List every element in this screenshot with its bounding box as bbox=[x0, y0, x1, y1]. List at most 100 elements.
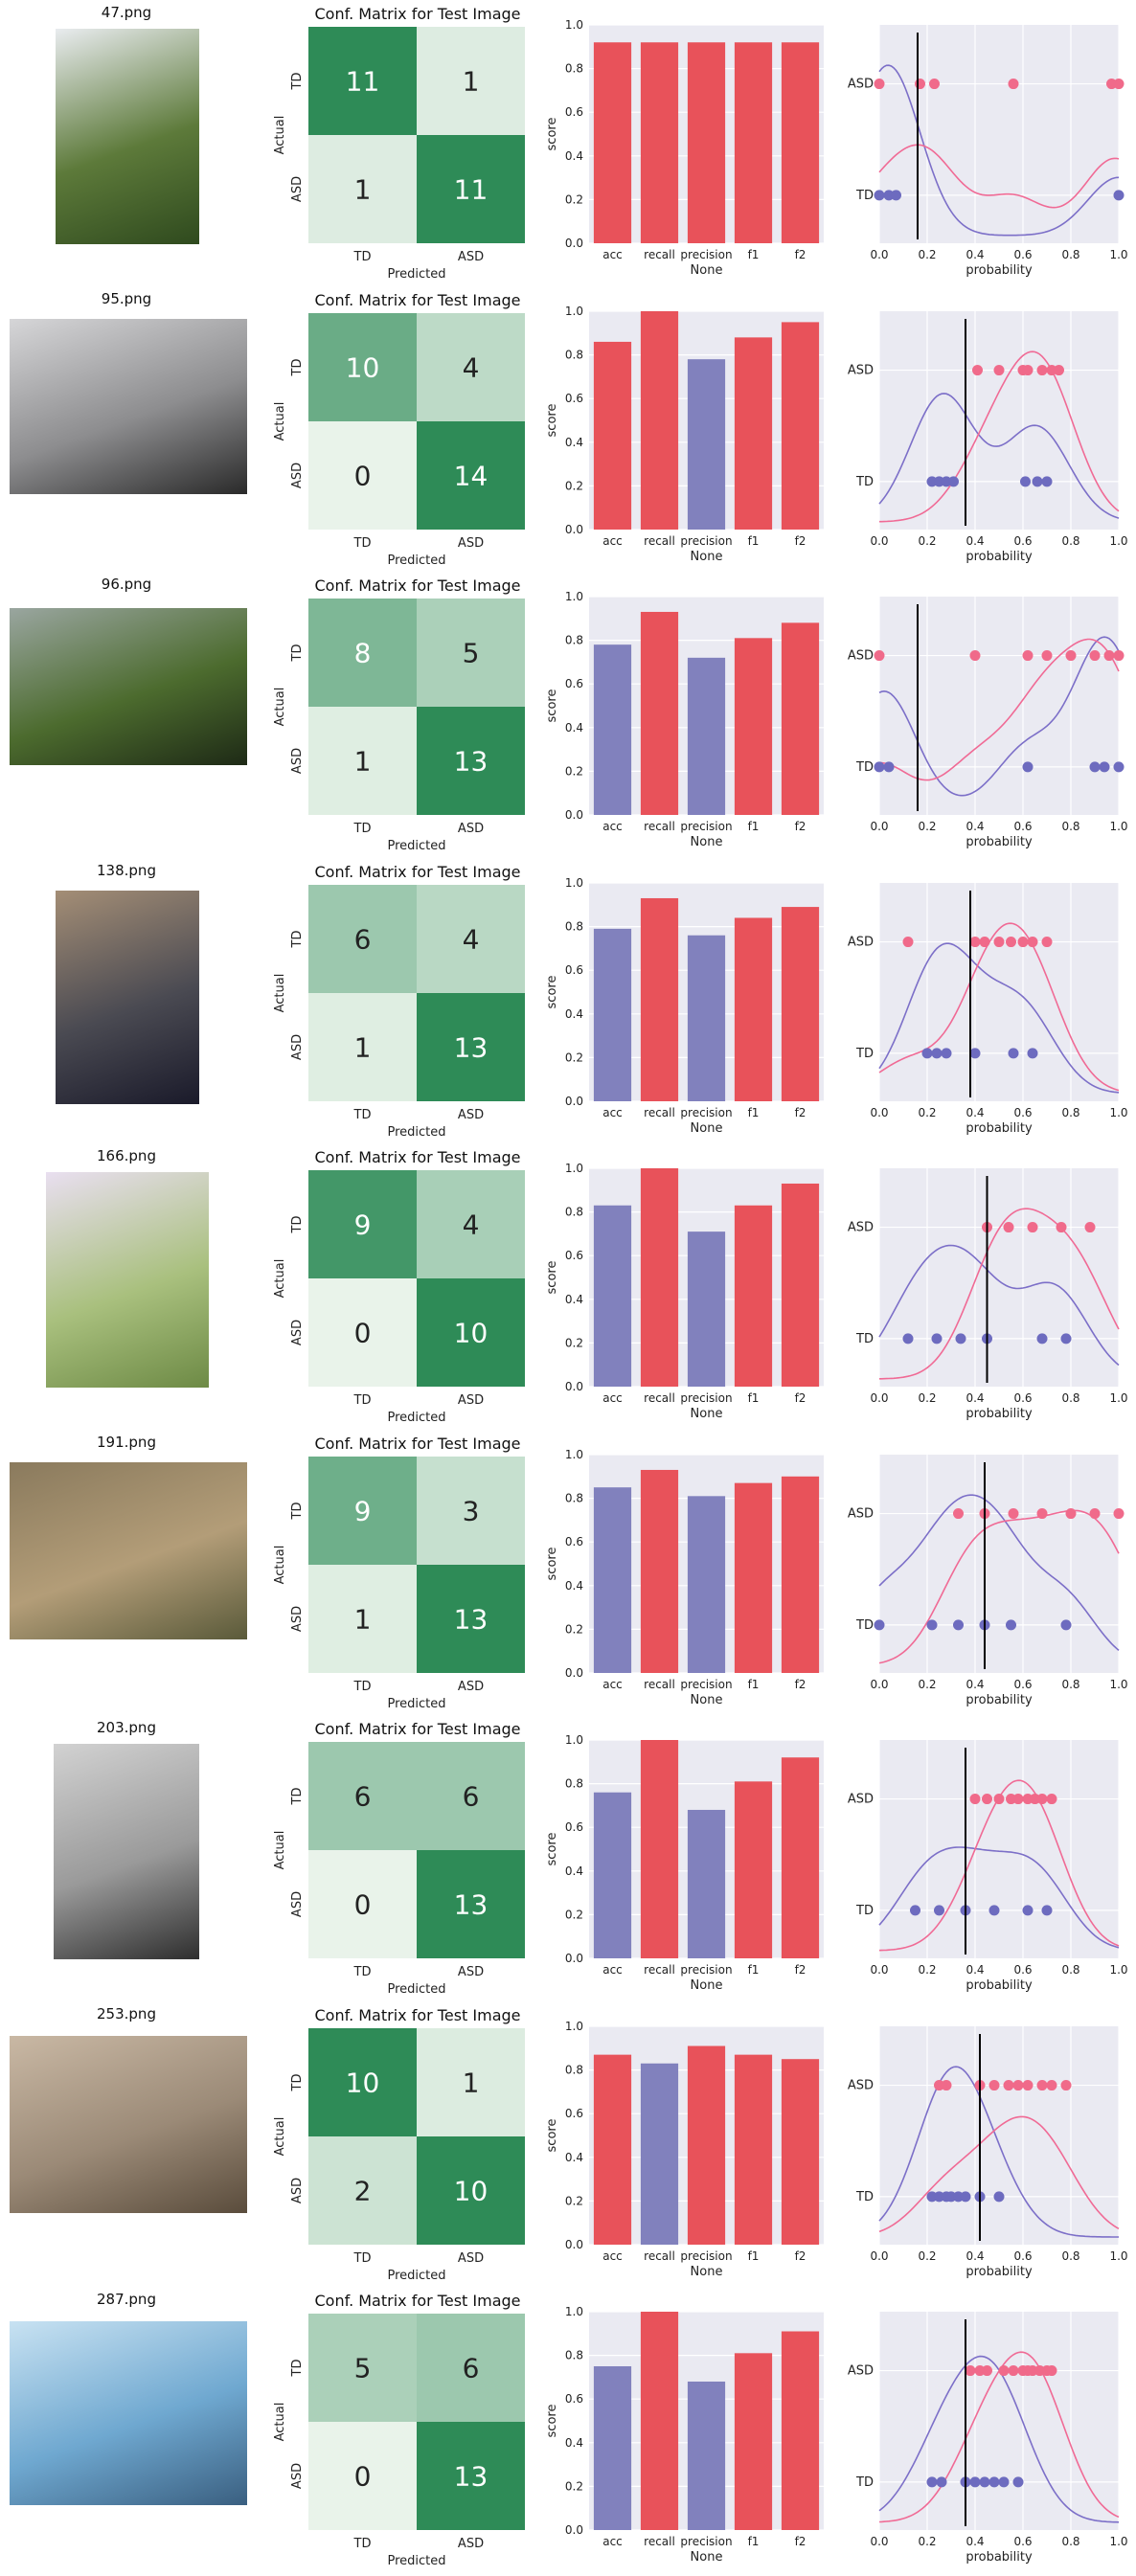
y-tick-label: 0.6 bbox=[565, 1535, 583, 1548]
kde-asd-curve bbox=[879, 638, 1120, 781]
x-tick-label: 1.0 bbox=[1109, 1106, 1127, 1119]
cm-ytick: TD bbox=[290, 2360, 305, 2378]
y-tick-label: 0.0 bbox=[565, 1095, 583, 1108]
y-tick-label: 0.6 bbox=[565, 392, 583, 405]
y-axis-label: score bbox=[545, 1261, 559, 1295]
cm-title: Conf. Matrix for Test Image bbox=[315, 576, 521, 595]
asd-point bbox=[1036, 1508, 1048, 1520]
y-tick-label: ASD bbox=[848, 1793, 874, 1807]
x-tick-label: f1 bbox=[748, 1678, 760, 1691]
x-tick-label: 0.6 bbox=[1013, 534, 1032, 548]
cm-cell-value: 13 bbox=[454, 746, 488, 778]
y-tick-label: 0.4 bbox=[565, 1864, 583, 1878]
x-tick-label: acc bbox=[602, 1963, 623, 1977]
metrics-bar-chart: 0.0 0.2 0.4 0.6 0.8 1.0 acc recall precision f1 f2… bbox=[545, 2305, 824, 2565]
asd-point bbox=[1027, 1222, 1038, 1233]
result-row: 203.png Conf. Matrix for Test Image 6 6 0 13 T… bbox=[0, 1715, 1136, 2000]
bar-acc bbox=[593, 1792, 632, 1958]
cm-ylabel: Actual bbox=[273, 1259, 287, 1299]
cm-xtick: TD bbox=[353, 536, 372, 551]
bar-acc bbox=[593, 341, 632, 530]
y-tick-label: ASD bbox=[848, 2079, 874, 2093]
cm-cell bbox=[308, 421, 417, 530]
y-tick-label: 1.0 bbox=[565, 305, 583, 318]
cm-xtick: ASD bbox=[458, 1393, 484, 1408]
td-point bbox=[931, 1048, 943, 1059]
x-tick-label: 0.4 bbox=[966, 534, 984, 548]
y-tick-label: 1.0 bbox=[565, 2020, 583, 2033]
cm-cell-value: 5 bbox=[463, 638, 480, 669]
x-tick-label: f1 bbox=[748, 1106, 760, 1119]
x-axis-label: probability bbox=[966, 2265, 1033, 2279]
asd-point bbox=[1084, 1222, 1096, 1233]
kde-td-curve bbox=[878, 1244, 1120, 1367]
probability-distribution: 0.0 0.2 0.4 0.6 0.8 1.0 ASD TD probability bbox=[848, 883, 1128, 1136]
x-tick-label: 0.6 bbox=[1013, 1678, 1032, 1691]
cm-title: Conf. Matrix for Test Image bbox=[315, 2292, 521, 2310]
cm-cell bbox=[417, 135, 525, 243]
x-tick-label: 0.4 bbox=[966, 2535, 984, 2548]
x-tick-label: recall bbox=[644, 2535, 675, 2548]
x-tick-label: recall bbox=[644, 2249, 675, 2263]
cm-cell-value: 13 bbox=[454, 1032, 488, 1064]
kde-td-curve bbox=[878, 1846, 1120, 1949]
x-tick-label: 0.6 bbox=[1013, 2249, 1032, 2263]
x-tick-label: acc bbox=[602, 2249, 623, 2263]
x-tick-label: recall bbox=[644, 1106, 675, 1119]
bar-precision bbox=[687, 42, 726, 243]
asd-point bbox=[1012, 2080, 1024, 2091]
x-axis-label: None bbox=[691, 835, 723, 849]
result-row: 191.png Conf. Matrix for Test Image 9 3 1 13 T… bbox=[0, 1430, 1136, 1715]
bar-acc bbox=[593, 1487, 632, 1673]
image-filename-title: 96.png bbox=[101, 576, 152, 593]
y-tick-label: 0.6 bbox=[565, 2392, 583, 2406]
td-point bbox=[1036, 1333, 1048, 1344]
cm-cell-value: 3 bbox=[463, 1496, 480, 1527]
cm-ytick: TD bbox=[290, 1788, 305, 1806]
kde-td-curve bbox=[878, 942, 1120, 1094]
cm-ytick: TD bbox=[290, 1216, 305, 1234]
td-point bbox=[979, 2476, 990, 2488]
kde-asd-curve bbox=[878, 1509, 1120, 1664]
y-tick-label: 0.4 bbox=[565, 149, 583, 163]
cm-cell-value: 9 bbox=[354, 1209, 372, 1241]
y-tick-label: 0.0 bbox=[565, 2523, 583, 2537]
confusion-matrix: Conf. Matrix for Test Image 8 5 1 13 TD ASD Pre… bbox=[273, 576, 525, 853]
bar-acc bbox=[593, 928, 632, 1101]
cm-title: Conf. Matrix for Test Image bbox=[315, 1435, 521, 1453]
td-point bbox=[1027, 1048, 1038, 1059]
asd-point bbox=[965, 2365, 976, 2377]
y-tick-label: 1.0 bbox=[565, 1448, 583, 1461]
x-tick-label: 0.8 bbox=[1061, 1678, 1079, 1691]
x-tick-label: f2 bbox=[795, 2249, 807, 2263]
td-point bbox=[969, 1048, 981, 1059]
cm-cell bbox=[308, 1457, 417, 1565]
x-tick-label: 0.0 bbox=[870, 1106, 888, 1119]
bar-precision bbox=[687, 935, 726, 1101]
y-tick-label: 1.0 bbox=[565, 1733, 583, 1747]
bar-f2 bbox=[781, 2331, 820, 2530]
x-tick-label: precision bbox=[680, 1963, 732, 1977]
y-tick-label: 0.0 bbox=[565, 1666, 583, 1680]
x-axis-label: probability bbox=[966, 1407, 1033, 1421]
td-point bbox=[1041, 1905, 1053, 1916]
x-tick-label: f1 bbox=[748, 1963, 760, 1977]
bar-f1 bbox=[734, 1205, 773, 1387]
cm-cell-value: 6 bbox=[463, 2353, 480, 2384]
cm-ylabel: Actual bbox=[273, 974, 287, 1013]
x-axis-label: None bbox=[691, 550, 723, 564]
cm-cell-value: 6 bbox=[354, 1781, 372, 1813]
y-tick-label: ASD bbox=[848, 2364, 874, 2379]
y-tick-label: 0.6 bbox=[565, 963, 583, 977]
y-tick-label: 0.4 bbox=[565, 2151, 583, 2164]
x-tick-label: acc bbox=[602, 820, 623, 833]
cm-cell-value: 10 bbox=[346, 2068, 380, 2099]
asd-point bbox=[1041, 650, 1053, 662]
x-tick-label: 1.0 bbox=[1109, 820, 1127, 833]
td-point bbox=[1041, 476, 1053, 487]
bar-acc bbox=[593, 42, 632, 243]
cm-cell-value: 6 bbox=[463, 1781, 480, 1813]
td-point bbox=[953, 1619, 964, 1631]
x-tick-label: precision bbox=[680, 1106, 732, 1119]
td-point bbox=[874, 190, 885, 201]
